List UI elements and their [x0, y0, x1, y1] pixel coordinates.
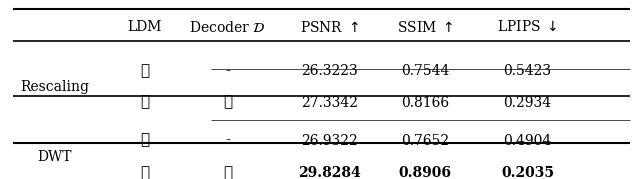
Text: ✓: ✓: [223, 96, 232, 110]
Text: 26.3223: 26.3223: [301, 64, 358, 78]
Text: -: -: [225, 64, 230, 78]
Text: ✓: ✓: [140, 64, 149, 78]
Text: 26.9322: 26.9322: [301, 134, 358, 148]
Text: 0.8906: 0.8906: [399, 166, 452, 179]
Text: Rescaling: Rescaling: [20, 80, 90, 94]
Text: 0.2934: 0.2934: [504, 96, 552, 110]
Text: ✓: ✓: [140, 134, 149, 148]
Text: LDM: LDM: [127, 20, 161, 34]
Text: 0.5423: 0.5423: [504, 64, 552, 78]
Text: LPIPS $\downarrow$: LPIPS $\downarrow$: [497, 20, 558, 34]
Text: PSNR $\uparrow$: PSNR $\uparrow$: [300, 20, 359, 35]
Text: 0.8166: 0.8166: [401, 96, 449, 110]
Text: 0.4904: 0.4904: [504, 134, 552, 148]
Text: ✓: ✓: [140, 96, 149, 110]
Text: 27.3342: 27.3342: [301, 96, 358, 110]
Text: DWT: DWT: [38, 150, 72, 164]
Text: 0.2035: 0.2035: [501, 166, 554, 179]
Text: ✓: ✓: [223, 166, 232, 179]
Text: ✓: ✓: [140, 166, 149, 179]
Text: SSIM $\uparrow$: SSIM $\uparrow$: [397, 20, 454, 35]
Text: Decoder $\mathcal{D}$: Decoder $\mathcal{D}$: [189, 20, 266, 35]
Text: 29.8284: 29.8284: [298, 166, 361, 179]
Text: 0.7544: 0.7544: [401, 64, 449, 78]
Text: 0.7652: 0.7652: [401, 134, 449, 148]
Text: -: -: [225, 134, 230, 148]
